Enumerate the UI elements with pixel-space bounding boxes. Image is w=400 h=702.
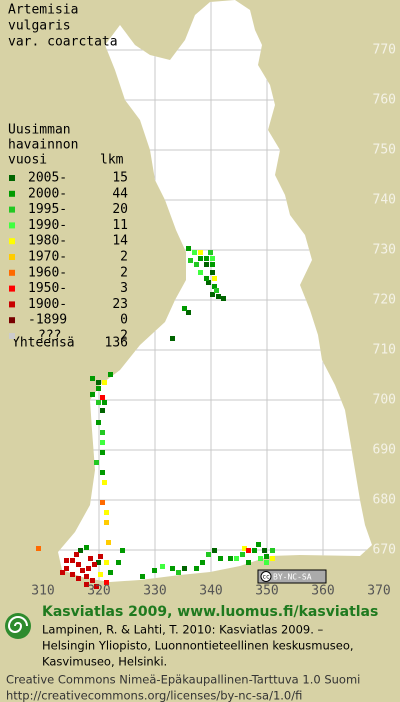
legend-count: 14 bbox=[112, 234, 128, 249]
x-label: 320 bbox=[87, 584, 110, 599]
observations bbox=[36, 246, 275, 589]
legend-label: 2005- bbox=[28, 171, 67, 186]
license: http://creativecommons.org/licenses/by-n… bbox=[6, 689, 302, 702]
y-label: 710 bbox=[373, 343, 396, 358]
legend-label: 1995- bbox=[28, 202, 67, 217]
y-label: 740 bbox=[373, 193, 396, 208]
legend-count: 23 bbox=[112, 297, 128, 312]
legend-swatch bbox=[9, 333, 15, 339]
citation: Helsingin Yliopisto, Luonnontieteellinen… bbox=[42, 639, 354, 653]
cc-icon: cc bbox=[262, 574, 270, 581]
legend-swatch bbox=[9, 317, 15, 324]
title: var. coarctata bbox=[8, 35, 118, 50]
legend-swatch bbox=[9, 238, 15, 245]
legend-count: 2 bbox=[120, 265, 128, 280]
legend-label: -1899 bbox=[28, 313, 67, 328]
legend-label: 1950- bbox=[28, 281, 67, 296]
citation: Kasvimuseo, Helsinki. bbox=[42, 655, 167, 669]
legend-total-label: Yhteensä bbox=[12, 336, 75, 351]
legend-swatch bbox=[9, 206, 15, 213]
legend-swatch bbox=[9, 222, 15, 229]
x-label: 340 bbox=[199, 584, 222, 599]
legend-label: 1900- bbox=[28, 297, 67, 312]
x-label: 360 bbox=[311, 584, 334, 599]
legend-header: vuosi bbox=[8, 153, 47, 168]
legend-swatch bbox=[9, 285, 15, 292]
legend-count: 2 bbox=[120, 250, 128, 265]
legend-count: 15 bbox=[112, 171, 128, 186]
x-label: 310 bbox=[31, 584, 54, 599]
legend-label: 1980- bbox=[28, 234, 67, 249]
legend-label: 2000- bbox=[28, 186, 67, 201]
y-label: 760 bbox=[373, 93, 396, 108]
legend-swatch bbox=[9, 269, 15, 276]
legend-label: 1970- bbox=[28, 250, 67, 265]
x-label: 330 bbox=[143, 584, 166, 599]
y-label: 690 bbox=[373, 443, 396, 458]
legend-swatch bbox=[9, 190, 15, 197]
brand: Kasviatlas 2009, www.luomus.fi/kasviatla… bbox=[42, 604, 378, 620]
license: Creative Commons Nimeä-Epäkaupallinen-Ta… bbox=[6, 673, 360, 687]
y-label: 750 bbox=[373, 143, 396, 158]
title: vulgaris bbox=[8, 19, 71, 34]
legend-count: 2 bbox=[120, 329, 128, 344]
legend-swatch bbox=[9, 175, 15, 181]
x-label: 350 bbox=[255, 584, 278, 599]
legend-header: havainnon bbox=[8, 138, 78, 153]
legend-label: 1990- bbox=[28, 218, 67, 233]
legend-swatch bbox=[9, 301, 15, 308]
y-label: 730 bbox=[373, 243, 396, 258]
y-label: 700 bbox=[373, 393, 396, 408]
legend-count: 0 bbox=[120, 313, 128, 328]
y-label: 720 bbox=[373, 293, 396, 308]
legend-swatch bbox=[9, 254, 15, 260]
logo bbox=[5, 613, 31, 639]
y-label: 770 bbox=[373, 43, 396, 58]
citation: Lampinen, R. & Lahti, T. 2010: Kasviatla… bbox=[42, 623, 324, 637]
legend-label: ??? bbox=[38, 329, 61, 344]
cc-text: BY-NC-SA bbox=[273, 573, 312, 582]
y-label: 670 bbox=[373, 543, 396, 558]
cc-badge: cc BY-NC-SA bbox=[257, 569, 327, 584]
legend-count: 11 bbox=[112, 218, 128, 233]
legend-count: 3 bbox=[120, 281, 128, 296]
legend-header: Uusimman bbox=[8, 123, 71, 138]
legend-count: 20 bbox=[112, 202, 128, 217]
title: Artemisia bbox=[8, 3, 78, 18]
x-label: 370 bbox=[367, 584, 390, 599]
legend-count: 44 bbox=[112, 186, 128, 201]
legend-count-header: lkm bbox=[100, 153, 124, 168]
legend-total-count: 136 bbox=[105, 336, 128, 351]
legend-label: 1960- bbox=[28, 265, 67, 280]
y-label: 680 bbox=[373, 493, 396, 508]
